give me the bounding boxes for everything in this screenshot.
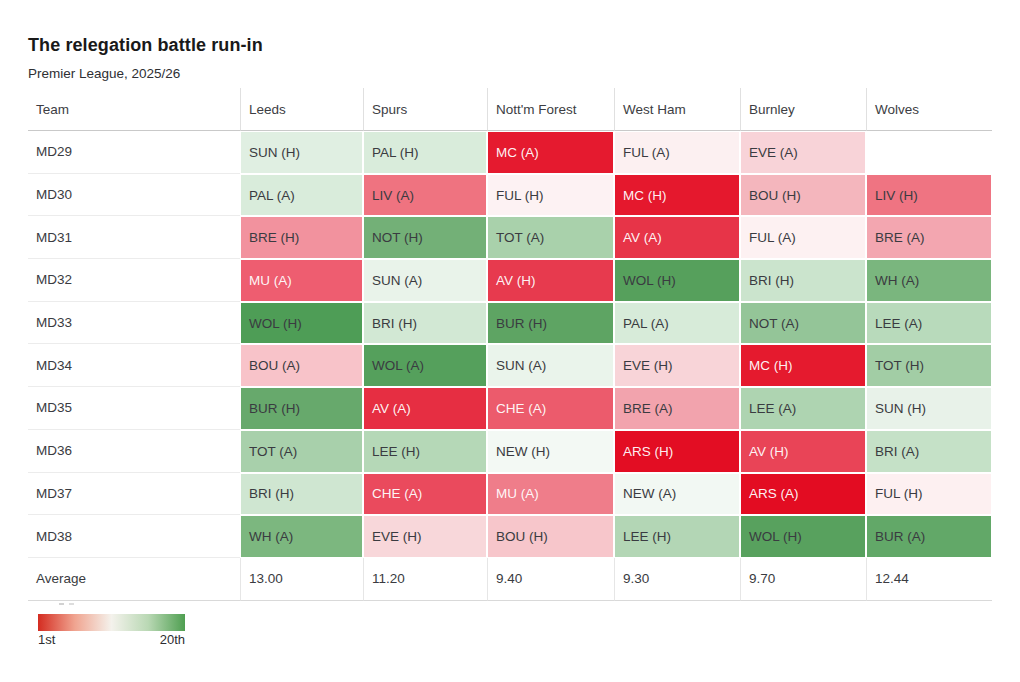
column-header: Wolves xyxy=(866,88,992,131)
fixture-cell: WH (A) xyxy=(866,259,992,302)
fixture-cell: NEW (A) xyxy=(614,473,740,516)
fixture-cell: PAL (A) xyxy=(614,302,740,345)
average-row-label: Average xyxy=(28,558,240,601)
fixture-cell: LEE (A) xyxy=(866,302,992,345)
fixture-cell: NOT (A) xyxy=(740,302,866,345)
row-label: MD31 xyxy=(28,216,240,259)
fixture-cell: BUR (H) xyxy=(487,302,614,345)
row-label: MD35 xyxy=(28,387,240,430)
fixture-cell: MU (A) xyxy=(240,259,363,302)
fixture-heatmap-table: TeamLeedsSpursNott'm ForestWest HamBurnl… xyxy=(28,88,992,601)
fixture-cell: LEE (H) xyxy=(614,515,740,558)
fixture-cell: EVE (A) xyxy=(740,131,866,174)
fixture-cell: SUN (A) xyxy=(363,259,487,302)
fixture-cell: BRE (A) xyxy=(866,216,992,259)
row-label: MD38 xyxy=(28,515,240,558)
row-label: MD29 xyxy=(28,131,240,174)
legend-min-label: 1st xyxy=(38,632,55,647)
page-title: The relegation battle run-in xyxy=(28,34,992,56)
legend-max-label: 20th xyxy=(160,632,185,647)
fixture-cell: BRE (H) xyxy=(240,216,363,259)
fixture-cell: TOT (H) xyxy=(866,344,992,387)
fixture-cell: NOT (H) xyxy=(363,216,487,259)
fixture-cell: AV (A) xyxy=(363,387,487,430)
page-subtitle: Premier League, 2025/26 xyxy=(28,65,992,82)
average-value: 13.00 xyxy=(240,558,363,601)
fixture-cell: ARS (A) xyxy=(740,473,866,516)
fixture-cell: NEW (H) xyxy=(487,430,614,473)
relegation-run-in-infographic: The relegation battle run-in Premier Lea… xyxy=(0,0,1020,647)
fixture-cell: WOL (H) xyxy=(740,515,866,558)
fixture-cell: MC (H) xyxy=(614,174,740,217)
fixture-cell: MC (A) xyxy=(487,131,614,174)
column-header: West Ham xyxy=(614,88,740,131)
average-value: 9.40 xyxy=(487,558,614,601)
fixture-cell: MC (H) xyxy=(740,344,866,387)
fixture-cell: TOT (A) xyxy=(487,216,614,259)
fixture-cell: FUL (H) xyxy=(866,473,992,516)
legend-labels: 1st 20th xyxy=(38,632,185,647)
fixture-cell: SUN (H) xyxy=(866,387,992,430)
row-label: MD32 xyxy=(28,259,240,302)
fixture-cell: EVE (H) xyxy=(614,344,740,387)
fixture-cell: FUL (H) xyxy=(487,174,614,217)
fixture-cell: BRI (H) xyxy=(363,302,487,345)
fixture-cell: WH (A) xyxy=(240,515,363,558)
column-header: Leeds xyxy=(240,88,363,131)
column-header: Spurs xyxy=(363,88,487,131)
fixture-cell: FUL (A) xyxy=(614,131,740,174)
row-label: MD33 xyxy=(28,302,240,345)
fixture-cell: MU (A) xyxy=(487,473,614,516)
fixture-cell: LEE (A) xyxy=(740,387,866,430)
column-header: Nott'm Forest xyxy=(487,88,614,131)
fixture-cell xyxy=(866,131,992,174)
fixture-cell: EVE (H) xyxy=(363,515,487,558)
average-value: 9.70 xyxy=(740,558,866,601)
fixture-cell: AV (H) xyxy=(487,259,614,302)
fixture-cell: BRI (A) xyxy=(866,430,992,473)
fixture-cell: TOT (A) xyxy=(240,430,363,473)
legend-gradient-bar xyxy=(38,614,185,631)
color-scale-legend: 1st 20th xyxy=(28,603,992,647)
fixture-cell: BRE (A) xyxy=(614,387,740,430)
fixture-cell: PAL (A) xyxy=(240,174,363,217)
fixture-cell: SUN (H) xyxy=(240,131,363,174)
average-value: 9.30 xyxy=(614,558,740,601)
column-header: Burnley xyxy=(740,88,866,131)
fixture-cell: BUR (H) xyxy=(240,387,363,430)
fixture-cell: AV (A) xyxy=(614,216,740,259)
fixture-cell: BOU (A) xyxy=(240,344,363,387)
row-header-label: Team xyxy=(28,88,240,131)
fixture-cell: WOL (A) xyxy=(363,344,487,387)
row-label: MD37 xyxy=(28,473,240,516)
fixture-cell: WOL (H) xyxy=(240,302,363,345)
average-value: 12.44 xyxy=(866,558,992,601)
fixture-cell: BRI (H) xyxy=(740,259,866,302)
fixture-cell: FUL (A) xyxy=(740,216,866,259)
fixture-cell: WOL (H) xyxy=(614,259,740,302)
fixture-cell: LIV (A) xyxy=(363,174,487,217)
fixture-cell: BRI (H) xyxy=(240,473,363,516)
row-label: MD30 xyxy=(28,174,240,217)
legend-artifact xyxy=(59,603,64,605)
fixture-cell: CHE (A) xyxy=(487,387,614,430)
fixture-cell: BOU (H) xyxy=(740,174,866,217)
fixture-cell: LEE (H) xyxy=(363,430,487,473)
row-label: MD34 xyxy=(28,344,240,387)
fixture-cell: BOU (H) xyxy=(487,515,614,558)
fixture-cell: BUR (A) xyxy=(866,515,992,558)
fixture-cell: AV (H) xyxy=(740,430,866,473)
fixture-cell: LIV (H) xyxy=(866,174,992,217)
fixture-cell: SUN (A) xyxy=(487,344,614,387)
fixture-cell: ARS (H) xyxy=(614,430,740,473)
row-label: MD36 xyxy=(28,430,240,473)
fixture-cell: PAL (H) xyxy=(363,131,487,174)
fixture-cell: CHE (A) xyxy=(363,473,487,516)
average-value: 11.20 xyxy=(363,558,487,601)
